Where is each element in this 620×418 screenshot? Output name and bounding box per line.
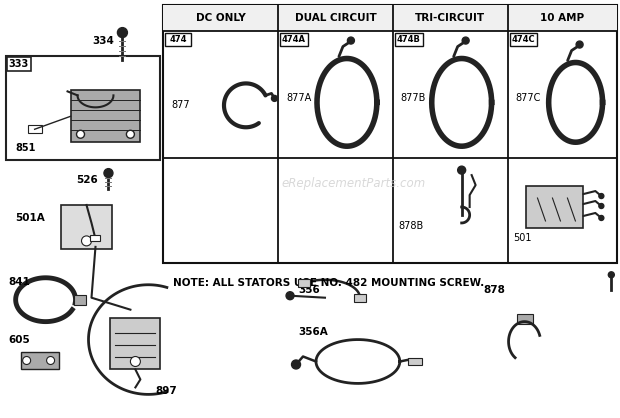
Circle shape (286, 292, 294, 300)
Bar (516, 314, 533, 324)
Circle shape (76, 130, 84, 138)
Text: DC ONLY: DC ONLY (196, 13, 246, 23)
Text: 841: 841 (9, 277, 30, 287)
Text: 851: 851 (16, 143, 36, 153)
Text: 877: 877 (171, 100, 190, 110)
Circle shape (599, 215, 604, 220)
Bar (71, 90, 140, 142)
Text: 356: 356 (298, 285, 320, 295)
Text: 474: 474 (169, 35, 187, 43)
Bar (110, 318, 161, 370)
Circle shape (599, 204, 604, 209)
Bar (6, 56, 161, 160)
Bar (354, 294, 366, 302)
Circle shape (104, 168, 113, 178)
Text: 501A: 501A (16, 213, 45, 223)
Bar (510, 33, 538, 46)
Text: eReplacementParts.com: eReplacementParts.com (282, 176, 426, 190)
Circle shape (608, 272, 614, 278)
Text: 878: 878 (484, 285, 505, 295)
Bar (74, 295, 86, 305)
Text: 877B: 877B (401, 93, 426, 103)
Bar (298, 279, 311, 287)
Text: 605: 605 (9, 334, 30, 344)
Text: 474C: 474C (512, 35, 535, 43)
Text: 10 AMP: 10 AMP (541, 13, 585, 23)
Bar (28, 125, 42, 133)
Bar (163, 5, 618, 263)
Circle shape (130, 357, 140, 367)
Circle shape (81, 236, 92, 246)
Text: 526: 526 (76, 175, 99, 185)
Circle shape (272, 95, 278, 102)
Text: TRI-CIRCUIT: TRI-CIRCUIT (415, 13, 485, 23)
Circle shape (126, 130, 135, 138)
Text: DUAL CIRCUIT: DUAL CIRCUIT (294, 13, 376, 23)
Circle shape (46, 357, 55, 364)
Text: 474B: 474B (397, 35, 421, 43)
Circle shape (599, 194, 604, 199)
Text: 333: 333 (9, 59, 29, 69)
Bar (280, 33, 308, 46)
Bar (163, 5, 618, 31)
Circle shape (23, 357, 30, 364)
Circle shape (117, 28, 127, 38)
Text: 334: 334 (92, 36, 114, 46)
Bar (7, 56, 30, 71)
Text: 877C: 877C (516, 93, 541, 103)
Circle shape (462, 37, 469, 44)
Bar (20, 352, 58, 370)
Text: 897: 897 (156, 386, 177, 396)
Circle shape (458, 166, 466, 174)
Text: NOTE: ALL STATORS USE NO. 482 MOUNTING SCREW.: NOTE: ALL STATORS USE NO. 482 MOUNTING S… (174, 278, 485, 288)
Text: 474A: 474A (282, 35, 306, 43)
Bar (91, 235, 100, 241)
Bar (166, 33, 191, 46)
Bar (61, 205, 112, 249)
Circle shape (347, 37, 355, 44)
Bar (395, 33, 423, 46)
Text: 356A: 356A (298, 326, 328, 336)
Circle shape (291, 360, 301, 369)
Bar (408, 357, 422, 365)
Circle shape (576, 41, 583, 48)
Bar (526, 186, 583, 228)
Text: 877A: 877A (286, 93, 311, 103)
Text: 501: 501 (513, 233, 532, 243)
Text: 878B: 878B (399, 221, 424, 231)
